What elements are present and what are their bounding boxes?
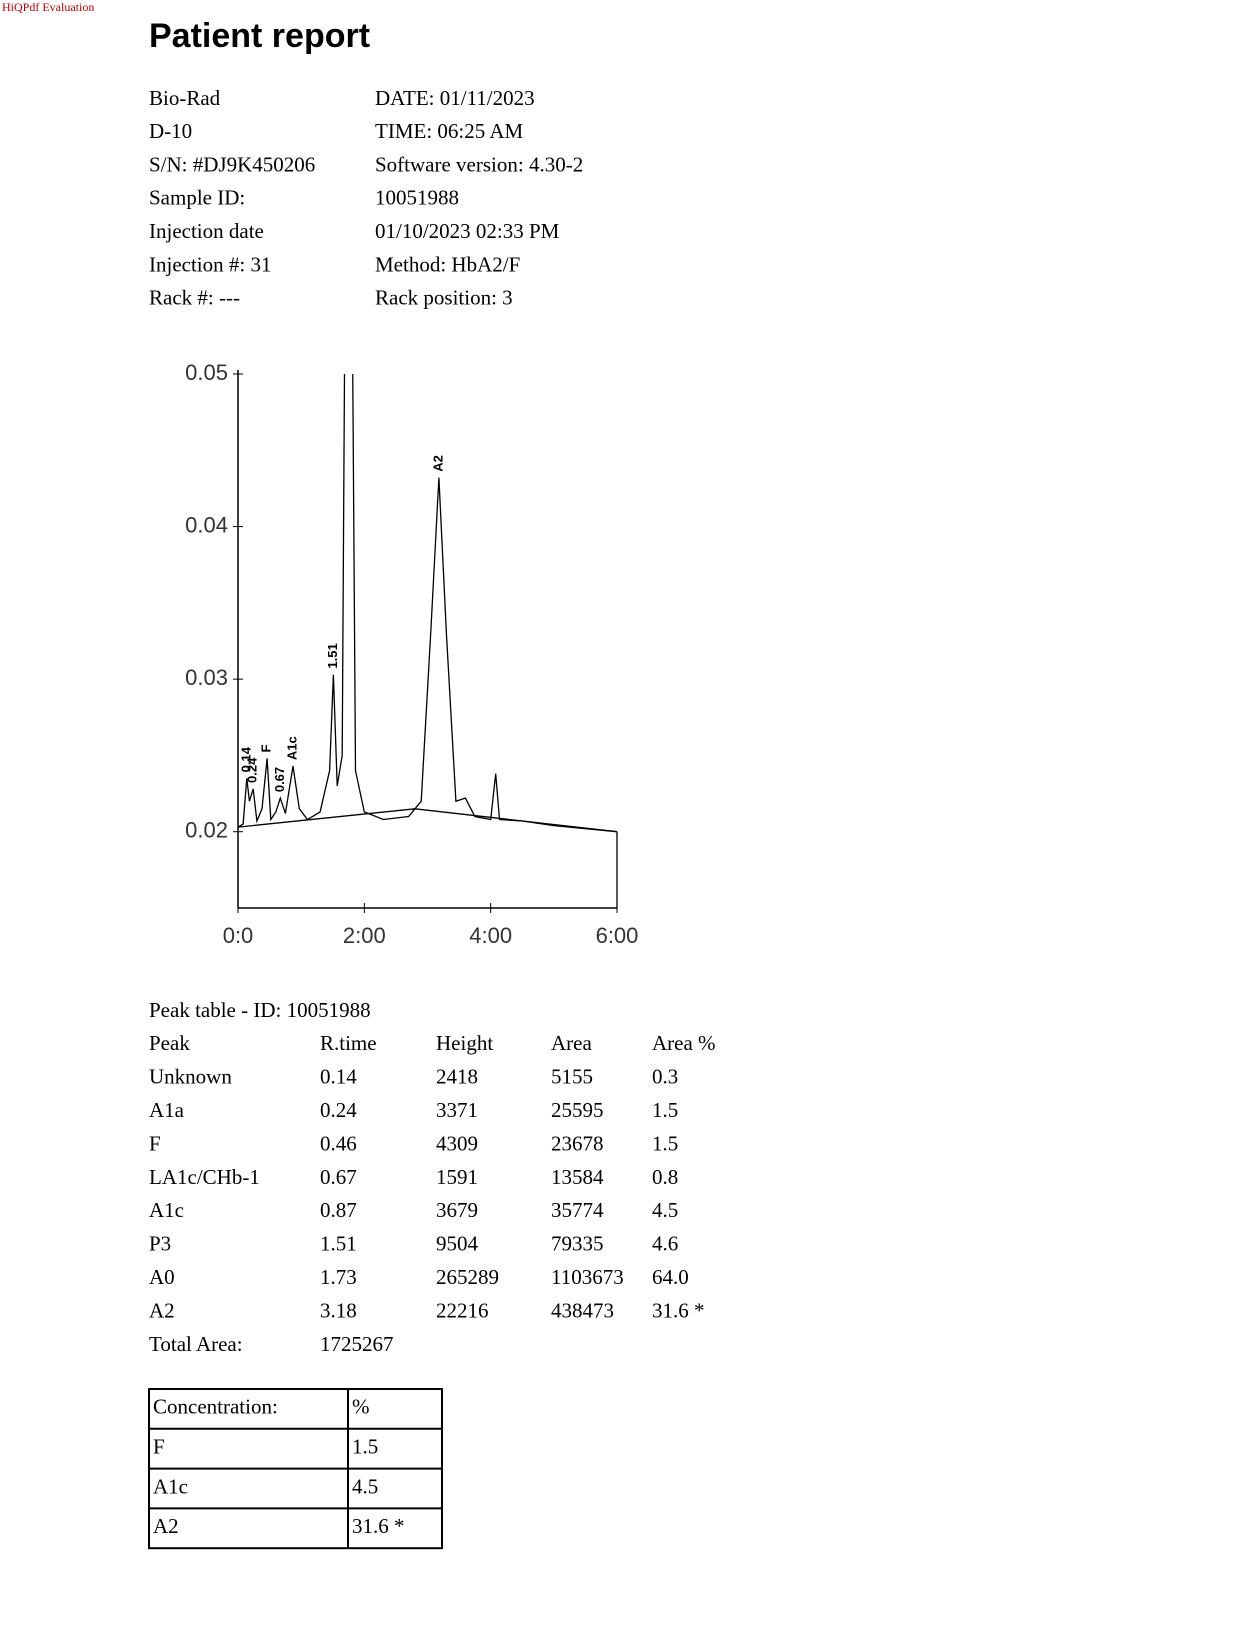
peak-table-title: Peak table - ID: 10051988: [149, 998, 371, 1022]
peak-label: 0.24: [245, 757, 260, 783]
report-title: Patient report: [149, 17, 370, 55]
table-cell: 5155: [551, 1065, 593, 1089]
table-cell: 2418: [436, 1065, 478, 1089]
total-cell: Total Area:: [149, 1332, 243, 1356]
peak-label: A1c: [284, 736, 299, 760]
table-cell: %: [352, 1395, 370, 1419]
column-header: Area: [551, 1031, 592, 1055]
table-cell: 35774: [551, 1198, 604, 1222]
table-cell: 3679: [436, 1198, 478, 1222]
table-cell: 79335: [551, 1232, 604, 1256]
column-header: Peak: [149, 1031, 190, 1055]
table-cell: Unknown: [149, 1065, 232, 1089]
info-text: Sample ID:: [149, 186, 245, 210]
table-cell: 438473: [551, 1298, 614, 1322]
table-cell: 13584: [551, 1165, 604, 1189]
table-cell: A0: [149, 1265, 175, 1289]
total-cell: 1725267: [320, 1332, 394, 1356]
info-text: 01/10/2023 02:33 PM: [375, 219, 560, 243]
table-cell: 22216: [436, 1298, 489, 1322]
y-tick-label: 0.03: [185, 665, 228, 690]
info-text: DATE: 01/11/2023: [375, 86, 535, 110]
table-cell: 0.67: [320, 1165, 357, 1189]
table-cell: 0.3: [652, 1065, 678, 1089]
table-cell: 3.18: [320, 1298, 357, 1322]
info-text: D-10: [149, 119, 192, 143]
table-cell: 1103673: [551, 1265, 624, 1289]
info-text: Rack position: 3: [375, 286, 513, 310]
trace: [238, 808, 618, 833]
peak-label: A2: [430, 455, 445, 472]
info-text: TIME: 06:25 AM: [375, 119, 523, 143]
table-cell: F: [149, 1131, 161, 1155]
table-cell: 1591: [436, 1165, 478, 1189]
table-cell: 1.5: [652, 1131, 678, 1155]
table-cell: 265289: [436, 1265, 499, 1289]
info-text: Method: HbA2/F: [375, 252, 520, 276]
table-cell: LA1c/CHb-1: [149, 1165, 260, 1189]
table-cell: Concentration:: [153, 1395, 278, 1419]
table-cell: 0.24: [320, 1098, 357, 1122]
chromatogram: 0.02 0.03 0.04 0.05 0:0 2:00 4:00 6:00 0.140.24 F…: [185, 360, 639, 948]
peak-label: F: [258, 744, 273, 752]
table-cell: 0.87: [320, 1198, 357, 1222]
table-cell: 31.6 *: [352, 1514, 405, 1538]
y-tick-label: 0.05: [185, 360, 228, 385]
table-cell: A1c: [153, 1474, 188, 1498]
table-cell: 4.5: [652, 1198, 678, 1222]
table-cell: 31.6 *: [652, 1298, 705, 1322]
table-cell: 1.5: [352, 1435, 378, 1459]
table-cell: 4309: [436, 1131, 478, 1155]
column-header: Area %: [652, 1031, 716, 1055]
table-cell: A2: [149, 1298, 175, 1322]
table-cell: 1.73: [320, 1265, 357, 1289]
trace: [238, 374, 618, 833]
table-cell: 9504: [436, 1232, 479, 1256]
table-cell: A2: [153, 1514, 179, 1538]
table-cell: 4.5: [352, 1474, 378, 1498]
column-header: R.time: [320, 1031, 377, 1055]
table-cell: F: [153, 1435, 165, 1459]
watermark: HiQPdf Evaluation: [2, 0, 94, 14]
table-cell: 0.14: [320, 1065, 357, 1089]
table-cell: A1c: [149, 1198, 184, 1222]
table-cell: 25595: [551, 1098, 604, 1122]
peak-label: 1.51: [325, 643, 340, 668]
info-text: 10051988: [375, 186, 459, 210]
x-tick-label: 0:0: [223, 923, 254, 948]
table-cell: 0.8: [652, 1165, 678, 1189]
info-text: Software version: 4.30-2: [375, 152, 583, 176]
info-text: Injection #: 31: [149, 252, 271, 276]
table-cell: A1a: [149, 1098, 185, 1122]
info-text: Injection date: [149, 219, 264, 243]
table-cell: 23678: [551, 1131, 604, 1155]
y-tick-label: 0.04: [185, 512, 228, 537]
peak-label: 0.14: [238, 746, 253, 772]
x-tick-label: 6:00: [596, 923, 639, 948]
table-cell: 1.5: [652, 1098, 678, 1122]
peak-label: 0.67: [272, 767, 287, 792]
y-tick-label: 0.02: [185, 818, 228, 843]
info-text: Rack #: ---: [149, 286, 240, 310]
table-cell: P3: [149, 1232, 171, 1256]
table-cell: 0.46: [320, 1131, 357, 1155]
table-cell: 1.51: [320, 1232, 357, 1256]
x-tick-label: 2:00: [343, 923, 386, 948]
table-cell: 3371: [436, 1098, 478, 1122]
column-header: Height: [436, 1031, 493, 1055]
table-cell: 4.6: [652, 1232, 678, 1256]
table-cell: 64.0: [652, 1265, 689, 1289]
info-text: S/N: #DJ9K450206: [149, 152, 315, 176]
x-tick-label: 4:00: [469, 923, 512, 948]
info-text: Bio-Rad: [149, 86, 221, 110]
